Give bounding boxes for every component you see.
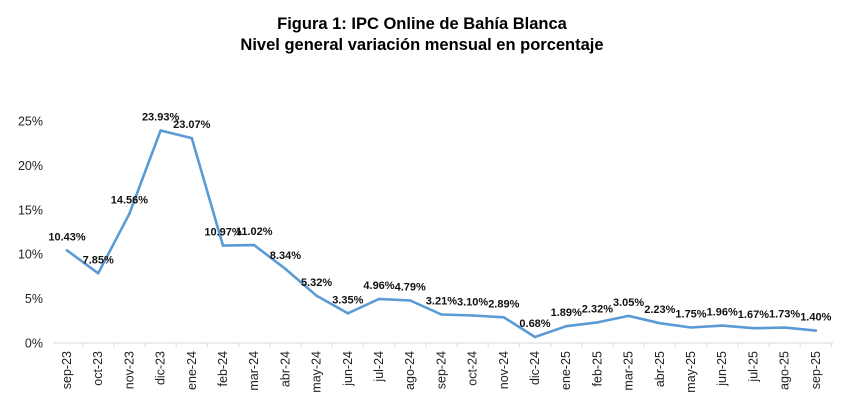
data-point [471, 314, 474, 317]
chart-title-block: Figura 1: IPC Online de Bahía Blanca Niv… [0, 14, 844, 56]
data-point [221, 244, 225, 247]
x-tick-label: ago-25 [778, 351, 792, 390]
y-tick-label: 15% [18, 203, 43, 217]
data-point [440, 313, 443, 316]
data-label: 2.23% [644, 304, 675, 316]
x-tick-label: jun-25 [715, 351, 729, 387]
x-tick-label: dic-24 [528, 351, 542, 385]
chart-title: Figura 1: IPC Online de Bahía Blanca [277, 15, 567, 33]
x-tick-label: feb-24 [216, 351, 230, 386]
x-tick-label: abr-24 [278, 351, 292, 387]
y-tick-label: 10% [18, 248, 43, 262]
data-label: 3.35% [332, 294, 363, 306]
x-tick-label: jun-24 [341, 351, 355, 387]
data-point [252, 243, 256, 247]
data-label: 4.96% [363, 280, 394, 292]
data-point [752, 326, 755, 330]
data-label: 0.68% [519, 318, 550, 330]
data-point [596, 321, 599, 324]
data-label: 8.34% [270, 250, 301, 262]
y-tick-label: 0% [25, 337, 43, 351]
y-tick-label: 25% [18, 115, 43, 129]
x-tick-label: feb-25 [590, 351, 604, 386]
chart-subtitle: Nivel general variación mensual en porce… [240, 36, 604, 54]
data-label: 10.97% [204, 227, 242, 239]
data-label: 3.21% [426, 295, 457, 307]
data-point [377, 297, 381, 301]
data-label: 1.40% [800, 312, 831, 324]
data-label: 1.89% [551, 307, 582, 319]
x-tick-label: mar-25 [622, 351, 636, 391]
x-tick-label: oct-23 [91, 351, 105, 386]
data-point [720, 324, 724, 327]
x-tick-label: may-25 [684, 351, 698, 393]
data-label: 3.05% [613, 297, 644, 309]
y-tick-label: 20% [18, 159, 43, 173]
data-point [502, 316, 506, 319]
x-tick-label: ago-24 [403, 351, 417, 390]
data-point [190, 136, 194, 140]
x-tick-label: abr-25 [653, 351, 667, 387]
x-tick-label: ene-24 [185, 351, 199, 390]
data-point [315, 294, 318, 298]
x-tick-label: mar-24 [247, 351, 261, 391]
data-label: 7.85% [83, 254, 114, 266]
data-point [658, 321, 662, 325]
data-label: 1.96% [707, 307, 738, 319]
x-tick-label: sep-25 [809, 351, 823, 389]
y-tick-label: 5% [25, 292, 43, 306]
data-label: 1.67% [738, 309, 769, 321]
data-point [284, 267, 287, 271]
data-point [627, 314, 630, 318]
data-label: 11.02% [236, 226, 273, 238]
x-tick-label: dic-23 [154, 351, 168, 385]
data-label: 23.93% [142, 112, 180, 124]
data-label: 2.32% [582, 303, 613, 315]
x-tick-label: nov-23 [122, 351, 136, 389]
data-label: 23.07% [173, 119, 211, 131]
data-point [159, 129, 162, 132]
x-tick-label: oct-24 [466, 351, 480, 386]
data-label: 4.79% [395, 281, 426, 293]
x-tick-label: jul-25 [746, 351, 760, 383]
data-point [65, 249, 69, 252]
data-label: 1.75% [675, 308, 706, 320]
data-point [128, 212, 131, 216]
data-label: 14.56% [111, 195, 149, 207]
data-label: 5.32% [301, 277, 332, 289]
data-point [96, 271, 100, 275]
data-point [346, 311, 350, 315]
data-label: 1.73% [769, 309, 800, 321]
data-point [564, 324, 568, 328]
x-tick-label: jul-24 [372, 351, 386, 383]
data-point [783, 326, 786, 329]
x-tick-label: sep-24 [434, 351, 448, 389]
data-point [533, 335, 537, 339]
data-label: 10.43% [48, 231, 86, 243]
data-label: 3.10% [457, 296, 488, 308]
x-tick-label: nov-24 [497, 351, 511, 389]
x-tick-label: may-24 [310, 351, 324, 393]
data-label: 2.89% [488, 298, 519, 310]
x-tick-label: sep-23 [60, 351, 74, 389]
data-point [689, 326, 693, 329]
x-tick-label: ene-25 [559, 351, 573, 390]
data-point [408, 299, 412, 302]
data-point [814, 329, 818, 332]
